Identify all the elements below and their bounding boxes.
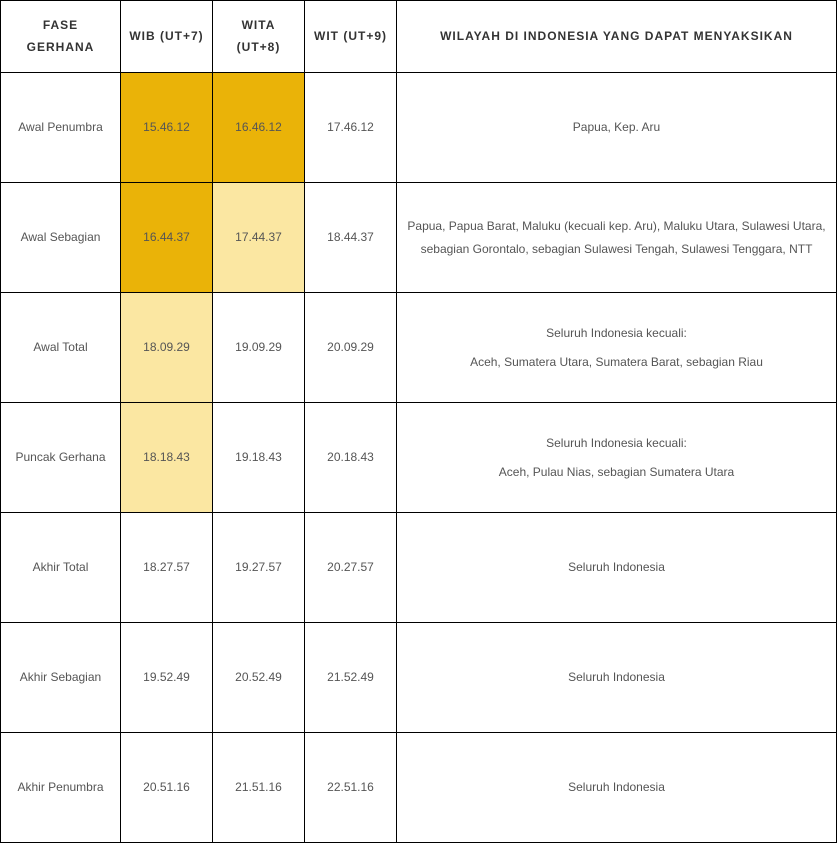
cell-wib: 15.46.12 (121, 73, 213, 183)
eclipse-phase-table: FASE GERHANA WIB (UT+7) WITA (UT+8) WIT … (0, 0, 837, 843)
cell-wit: 17.46.12 (305, 73, 397, 183)
table-row: Awal Penumbra15.46.1216.46.1217.46.12Pap… (1, 73, 837, 183)
cell-phase: Puncak Gerhana (1, 403, 121, 513)
cell-wita: 21.51.16 (213, 733, 305, 843)
cell-wib: 18.27.57 (121, 513, 213, 623)
table-row: Awal Sebagian16.44.3717.44.3718.44.37Pap… (1, 183, 837, 293)
cell-phase: Akhir Sebagian (1, 623, 121, 733)
cell-wib: 18.09.29 (121, 293, 213, 403)
cell-wit: 18.44.37 (305, 183, 397, 293)
cell-phase: Akhir Total (1, 513, 121, 623)
cell-wib: 16.44.37 (121, 183, 213, 293)
cell-region: Seluruh Indonesia (397, 513, 837, 623)
header-phase: FASE GERHANA (1, 1, 121, 73)
header-wita: WITA (UT+8) (213, 1, 305, 73)
cell-region: Papua, Kep. Aru (397, 73, 837, 183)
cell-wib: 19.52.49 (121, 623, 213, 733)
cell-wit: 20.27.57 (305, 513, 397, 623)
region-line: Aceh, Sumatera Utara, Sumatera Barat, se… (405, 351, 828, 374)
cell-wita: 19.27.57 (213, 513, 305, 623)
cell-wib: 18.18.43 (121, 403, 213, 513)
table-body: Awal Penumbra15.46.1216.46.1217.46.12Pap… (1, 73, 837, 843)
header-wib: WIB (UT+7) (121, 1, 213, 73)
region-line: Aceh, Pulau Nias, sebagian Sumatera Utar… (405, 461, 828, 484)
region-line: Seluruh Indonesia kecuali: (405, 322, 828, 345)
cell-wita: 20.52.49 (213, 623, 305, 733)
cell-region: Seluruh Indonesia kecuali: Aceh, Pulau Ni… (397, 403, 837, 513)
table-row: Akhir Sebagian19.52.4920.52.4921.52.49Se… (1, 623, 837, 733)
cell-phase: Awal Total (1, 293, 121, 403)
table-row: Akhir Total18.27.5719.27.5720.27.57Selur… (1, 513, 837, 623)
table-header: FASE GERHANA WIB (UT+7) WITA (UT+8) WIT … (1, 1, 837, 73)
table-row: Puncak Gerhana18.18.4319.18.4320.18.43Se… (1, 403, 837, 513)
cell-phase: Awal Penumbra (1, 73, 121, 183)
cell-wib: 20.51.16 (121, 733, 213, 843)
table-row: Awal Total18.09.2919.09.2920.09.29Seluru… (1, 293, 837, 403)
cell-wit: 22.51.16 (305, 733, 397, 843)
cell-wit: 21.52.49 (305, 623, 397, 733)
table-row: Akhir Penumbra20.51.1621.51.1622.51.16Se… (1, 733, 837, 843)
cell-region: Seluruh Indonesia (397, 733, 837, 843)
header-wit: WIT (UT+9) (305, 1, 397, 73)
header-region: WILAYAH DI INDONESIA YANG DAPAT MENYAKSI… (397, 1, 837, 73)
cell-wit: 20.09.29 (305, 293, 397, 403)
cell-phase: Awal Sebagian (1, 183, 121, 293)
cell-wita: 19.09.29 (213, 293, 305, 403)
region-line: Seluruh Indonesia kecuali: (405, 432, 828, 455)
cell-phase: Akhir Penumbra (1, 733, 121, 843)
cell-region: Papua, Papua Barat, Maluku (kecuali kep.… (397, 183, 837, 293)
cell-wita: 16.46.12 (213, 73, 305, 183)
cell-region: Seluruh Indonesia kecuali: Aceh, Sumatera… (397, 293, 837, 403)
header-row: FASE GERHANA WIB (UT+7) WITA (UT+8) WIT … (1, 1, 837, 73)
cell-wita: 17.44.37 (213, 183, 305, 293)
cell-wit: 20.18.43 (305, 403, 397, 513)
cell-region: Seluruh Indonesia (397, 623, 837, 733)
cell-wita: 19.18.43 (213, 403, 305, 513)
